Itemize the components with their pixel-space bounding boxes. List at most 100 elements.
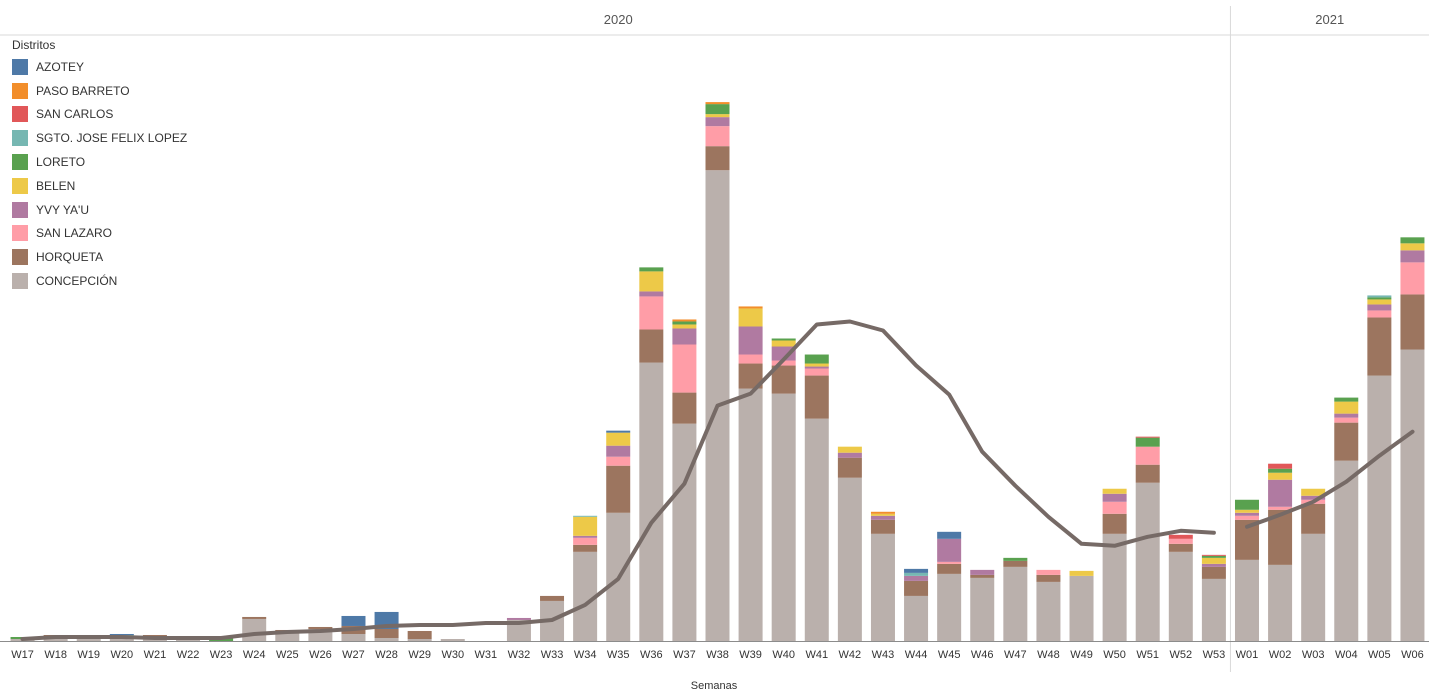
- legend-swatch: [12, 249, 28, 266]
- bar-w34-sgto-jose-felix-lopez: [573, 515, 598, 517]
- legend: Distritos AZOTEY PASO BARRETO SAN CARLOS SG…: [12, 38, 187, 293]
- bar-w35-horqueta: [606, 465, 631, 513]
- tick-label-w27: W27: [342, 649, 365, 661]
- bar-w06-san-lazaro: [1400, 262, 1425, 295]
- legend-item-yvy-ya-u: YVY YA'U: [12, 198, 187, 222]
- bar-w48-san-lazaro: [1036, 569, 1061, 575]
- tick-label-w04: W04: [1335, 649, 1358, 661]
- bar-w32-concepcion: [506, 619, 531, 641]
- bar-w26-horqueta: [308, 626, 333, 629]
- bar-w35-azotey: [606, 430, 631, 433]
- tick-label-w44: W44: [905, 649, 928, 661]
- bar-w02-concepcion: [1268, 564, 1293, 641]
- bar-w29-concepcion: [407, 638, 432, 641]
- bar-w39-concepcion: [738, 388, 763, 641]
- trend-line-segment-1: [20, 319, 1216, 641]
- bar-w44-horqueta: [904, 580, 929, 596]
- bar-w37-loreto: [672, 321, 697, 325]
- bar-w39-paso-barreto: [738, 306, 763, 309]
- bar-w25-concepcion: [275, 632, 300, 641]
- tick-label-w52: W52: [1169, 649, 1192, 661]
- bar-w03-yvy-ya-u: [1301, 495, 1326, 500]
- bar-w50-concepcion: [1102, 533, 1127, 641]
- tick-label-w51: W51: [1136, 649, 1159, 661]
- bar-w02-san-lazaro: [1268, 506, 1293, 510]
- bar-w37-concepcion: [672, 423, 697, 641]
- tick-label-w32: W32: [508, 649, 531, 661]
- bar-w04-yvy-ya-u: [1334, 413, 1359, 418]
- bar-w04-san-lazaro: [1334, 417, 1359, 423]
- bar-w40-san-lazaro: [771, 360, 796, 366]
- legend-swatch: [12, 201, 28, 218]
- bar-w34-yvy-ya-u: [573, 535, 598, 538]
- bar-w39-belen: [738, 308, 763, 327]
- legend-label: CONCEPCIÓN: [36, 274, 118, 289]
- bar-w44-concepcion: [904, 595, 929, 641]
- year-label-2020: 2020: [604, 12, 633, 27]
- bar-w06-concepcion: [1400, 349, 1425, 641]
- bar-w47-loreto: [1003, 557, 1028, 561]
- legend-label: SAN CARLOS: [36, 107, 114, 122]
- bar-w43-paso-barreto: [870, 511, 895, 514]
- bar-w35-belen: [606, 432, 631, 446]
- bar-w20-azotey: [109, 633, 134, 635]
- bar-w06-horqueta: [1400, 294, 1425, 350]
- tick-label-w03: W03: [1302, 649, 1325, 661]
- year-headers: 2020 2021: [0, 6, 1429, 672]
- trend-line-segment-2: [1245, 429, 1415, 529]
- bar-w41-concepcion: [804, 418, 829, 641]
- bar-w20-concepcion: [109, 637, 134, 641]
- bar-w42-belen: [837, 446, 862, 453]
- tick-label-w48: W48: [1037, 649, 1060, 661]
- bar-w50-san-lazaro: [1102, 501, 1127, 514]
- bar-w01-yvy-ya-u: [1234, 512, 1259, 516]
- legend-swatch: [12, 82, 28, 99]
- bar-w52-horqueta: [1168, 543, 1193, 552]
- bar-w45-yvy-ya-u: [937, 538, 962, 562]
- bar-w37-paso-barreto: [672, 319, 697, 322]
- tick-label-w33: W33: [541, 649, 564, 661]
- bar-w38-belen: [705, 114, 730, 118]
- legend-label: SAN LAZARO: [36, 226, 113, 241]
- tick-label-w23: W23: [210, 649, 233, 661]
- legend-item-azotey: AZOTEY: [12, 55, 187, 79]
- legend-item-sgto-jose-felix-lopez: SGTO. JOSE FELIX LOPEZ: [12, 126, 187, 150]
- bar-w53-loreto: [1201, 555, 1226, 558]
- legend-label: YVY YA'U: [36, 202, 89, 217]
- legend-swatch: [12, 177, 28, 194]
- legend-item-concepcion: CONCEPCIÓN: [12, 269, 187, 293]
- bar-w45-concepcion: [937, 573, 962, 641]
- bar-w50-belen: [1102, 488, 1127, 494]
- bar-w02-san-carlos: [1268, 463, 1293, 469]
- bar-w42-concepcion: [837, 477, 862, 641]
- tick-label-w30: W30: [441, 649, 464, 661]
- bar-w04-horqueta: [1334, 422, 1359, 461]
- legend-label: BELEN: [36, 178, 76, 193]
- bar-w50-yvy-ya-u: [1102, 493, 1127, 502]
- bar-w36-concepcion: [639, 362, 664, 641]
- tick-label-w19: W19: [77, 649, 100, 661]
- bar-w41-san-lazaro: [804, 368, 829, 376]
- tick-label-w43: W43: [872, 649, 895, 661]
- tick-label-w25: W25: [276, 649, 299, 661]
- bar-w38-san-lazaro: [705, 126, 730, 147]
- bar-w27-azotey: [341, 615, 366, 626]
- tick-label-w50: W50: [1103, 649, 1126, 661]
- bar-w51-san-lazaro: [1135, 446, 1160, 465]
- bar-w37-horqueta: [672, 392, 697, 424]
- bar-w06-loreto: [1400, 237, 1425, 244]
- bar-w24-horqueta: [242, 616, 267, 619]
- bar-w53-horqueta: [1201, 566, 1226, 579]
- bar-w36-loreto: [639, 267, 664, 272]
- legend-item-loreto: LORETO: [12, 150, 187, 174]
- bar-w53-concepcion: [1201, 578, 1226, 641]
- bar-w35-yvy-ya-u: [606, 445, 631, 457]
- legend-item-san-carlos: SAN CARLOS: [12, 103, 187, 127]
- legend-item-san-lazaro: SAN LAZARO: [12, 222, 187, 246]
- tick-label-w02: W02: [1269, 649, 1292, 661]
- year-label-2021: 2021: [1315, 12, 1344, 27]
- tick-label-w38: W38: [706, 649, 729, 661]
- tick-label-w39: W39: [739, 649, 762, 661]
- bar-w05-san-lazaro: [1367, 310, 1392, 318]
- tick-label-w05: W05: [1368, 649, 1391, 661]
